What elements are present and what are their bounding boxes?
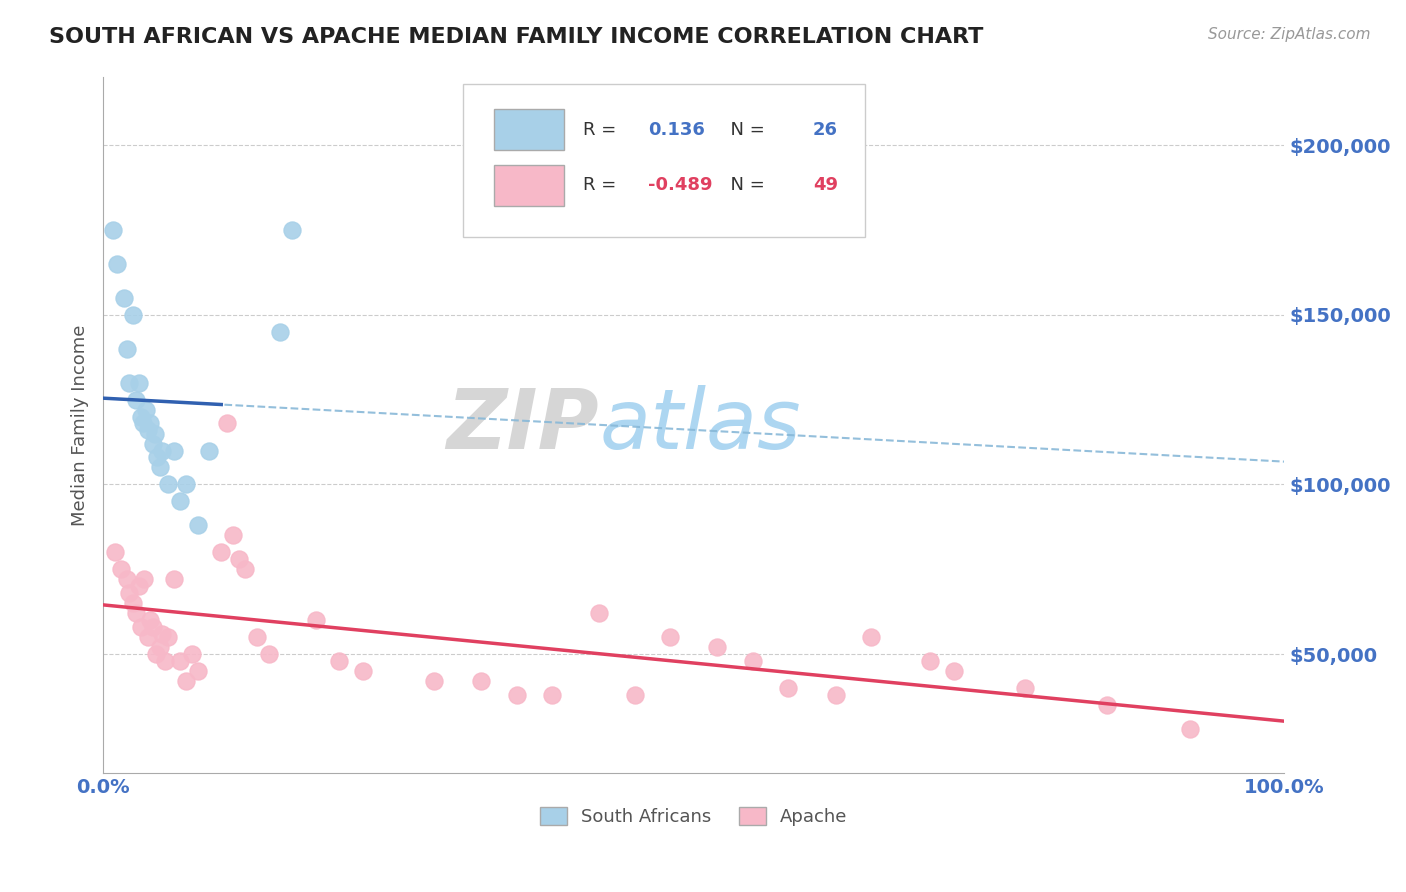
Point bbox=[150, 626, 173, 640]
Point bbox=[198, 443, 221, 458]
Text: 26: 26 bbox=[813, 120, 838, 138]
Point bbox=[136, 423, 159, 437]
Text: 49: 49 bbox=[813, 177, 838, 194]
Point bbox=[174, 674, 197, 689]
Point bbox=[741, 654, 763, 668]
Point bbox=[470, 674, 492, 689]
Point bbox=[169, 494, 191, 508]
Point bbox=[142, 620, 165, 634]
Point bbox=[129, 620, 152, 634]
Point bbox=[125, 392, 148, 407]
Point bbox=[146, 450, 169, 465]
Point bbox=[281, 223, 304, 237]
Point bbox=[118, 376, 141, 390]
Point bbox=[121, 308, 143, 322]
Point bbox=[139, 417, 162, 431]
Point bbox=[180, 647, 202, 661]
Point bbox=[112, 291, 135, 305]
Point bbox=[659, 630, 682, 644]
Point bbox=[305, 613, 328, 627]
Point bbox=[328, 654, 350, 668]
Point bbox=[824, 688, 846, 702]
Point bbox=[163, 443, 186, 458]
Point bbox=[942, 664, 965, 678]
Point bbox=[423, 674, 446, 689]
Text: N =: N = bbox=[718, 120, 770, 138]
Point bbox=[118, 586, 141, 600]
Point bbox=[163, 573, 186, 587]
Text: N =: N = bbox=[718, 177, 770, 194]
Point bbox=[187, 664, 209, 678]
Point bbox=[115, 342, 138, 356]
Point bbox=[149, 640, 172, 655]
Point bbox=[541, 688, 564, 702]
Point bbox=[778, 681, 800, 695]
Y-axis label: Median Family Income: Median Family Income bbox=[72, 325, 89, 525]
Point bbox=[150, 443, 173, 458]
Point bbox=[228, 552, 250, 566]
Legend: South Africans, Apache: South Africans, Apache bbox=[533, 799, 855, 833]
Text: Source: ZipAtlas.com: Source: ZipAtlas.com bbox=[1208, 27, 1371, 42]
FancyBboxPatch shape bbox=[494, 109, 564, 150]
Point bbox=[149, 460, 172, 475]
Text: ZIP: ZIP bbox=[447, 384, 599, 466]
Point bbox=[209, 545, 232, 559]
Point bbox=[1014, 681, 1036, 695]
Point bbox=[174, 477, 197, 491]
Point bbox=[132, 417, 155, 431]
Point bbox=[169, 654, 191, 668]
Point bbox=[145, 647, 167, 661]
Point bbox=[135, 402, 157, 417]
Point bbox=[139, 613, 162, 627]
Text: SOUTH AFRICAN VS APACHE MEDIAN FAMILY INCOME CORRELATION CHART: SOUTH AFRICAN VS APACHE MEDIAN FAMILY IN… bbox=[49, 27, 984, 46]
Point bbox=[246, 630, 269, 644]
Point bbox=[153, 654, 176, 668]
Point bbox=[918, 654, 941, 668]
Point bbox=[217, 417, 239, 431]
Point bbox=[136, 630, 159, 644]
Point bbox=[588, 607, 610, 621]
Text: -0.489: -0.489 bbox=[648, 177, 713, 194]
Point bbox=[134, 573, 156, 587]
Point bbox=[257, 647, 280, 661]
Text: R =: R = bbox=[582, 120, 621, 138]
Point bbox=[706, 640, 728, 655]
Point bbox=[1178, 722, 1201, 736]
Point bbox=[233, 562, 256, 576]
Point bbox=[157, 630, 180, 644]
Point bbox=[104, 545, 127, 559]
Point bbox=[623, 688, 645, 702]
Point bbox=[121, 596, 143, 610]
Point bbox=[105, 257, 128, 271]
Point bbox=[157, 477, 180, 491]
Point bbox=[101, 223, 124, 237]
Point bbox=[222, 528, 245, 542]
Point bbox=[859, 630, 882, 644]
Point bbox=[125, 607, 148, 621]
Point bbox=[128, 579, 150, 593]
Point bbox=[505, 688, 527, 702]
Point bbox=[142, 436, 165, 450]
FancyBboxPatch shape bbox=[464, 85, 865, 237]
Point bbox=[128, 376, 150, 390]
Point bbox=[1095, 698, 1118, 712]
FancyBboxPatch shape bbox=[494, 165, 564, 206]
Point bbox=[110, 562, 132, 576]
Point bbox=[115, 573, 138, 587]
Point bbox=[187, 518, 209, 533]
Point bbox=[269, 325, 291, 339]
Text: 0.136: 0.136 bbox=[648, 120, 704, 138]
Point bbox=[129, 409, 152, 424]
Text: R =: R = bbox=[582, 177, 621, 194]
Text: atlas: atlas bbox=[599, 384, 801, 466]
Point bbox=[352, 664, 374, 678]
Point bbox=[143, 426, 166, 441]
